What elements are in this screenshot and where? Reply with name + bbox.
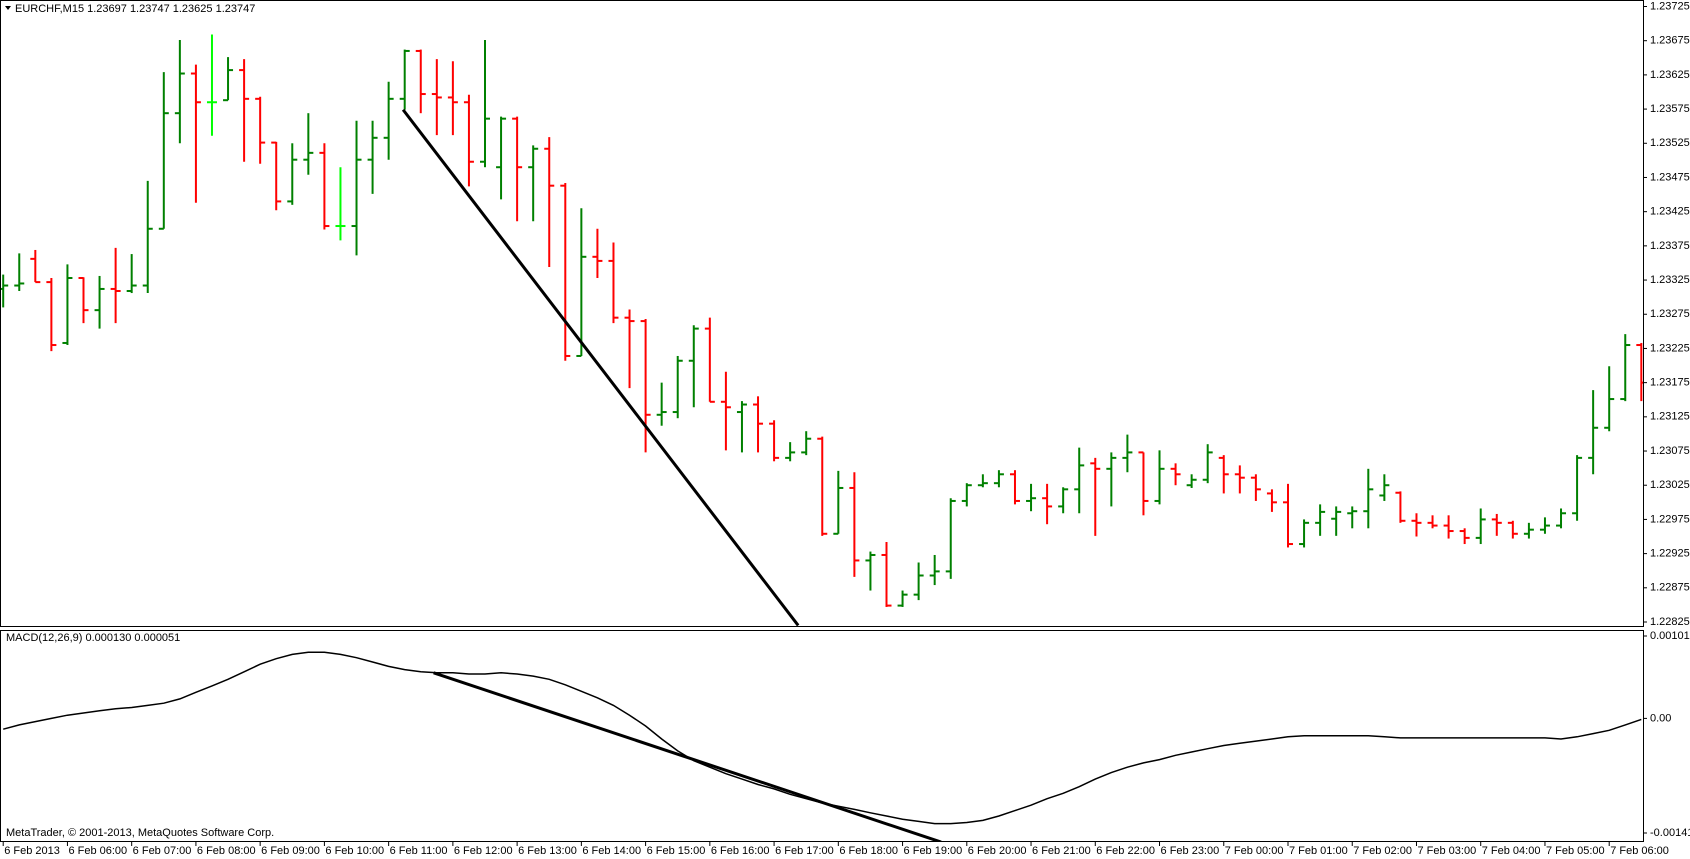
x-tick-label: 6 Feb 13:00 (518, 845, 577, 857)
y-tick-label: 1.22875 (1650, 582, 1690, 594)
y-tick-label: -0.001416 (1650, 827, 1690, 839)
x-tick-label: 6 Feb 17:00 (775, 845, 834, 857)
y-tick-label: 1.23075 (1650, 445, 1690, 457)
trendline (433, 671, 942, 841)
y-tick-label: 1.23575 (1650, 103, 1690, 115)
x-tick-label: 7 Feb 04:00 (1482, 845, 1541, 857)
y-tick-label: 1.23275 (1650, 308, 1690, 320)
y-tick-label: 1.23225 (1650, 342, 1690, 354)
y-tick-label: 1.22825 (1650, 616, 1690, 628)
y-tick-label: 1.23375 (1650, 240, 1690, 252)
x-tick-label: 6 Feb 16:00 (711, 845, 770, 857)
x-tick-label: 6 Feb 19:00 (904, 845, 963, 857)
x-tick-label: 7 Feb 01:00 (1289, 845, 1348, 857)
x-tick-label: 6 Feb 21:00 (1032, 845, 1091, 857)
price-plot (1, 34, 1643, 626)
x-tick-label: 6 Feb 10:00 (325, 845, 384, 857)
x-tick-label: 6 Feb 15:00 (647, 845, 706, 857)
x-tick-label: 6 Feb 09:00 (261, 845, 320, 857)
x-tick-label: 6 Feb 07:00 (133, 845, 192, 857)
x-tick-label: 7 Feb 00:00 (1225, 845, 1284, 857)
x-tick-label: 6 Feb 22:00 (1096, 845, 1155, 857)
y-tick-label: 1.23175 (1650, 377, 1690, 389)
x-tick-label: 6 Feb 08:00 (197, 845, 256, 857)
x-tick-label: 7 Feb 02:00 (1353, 845, 1412, 857)
y-tick-label: 1.23025 (1650, 479, 1690, 491)
indicator-title: MACD(12,26,9) 0.000130 0.000051 (6, 632, 180, 644)
x-tick-label: 6 Feb 06:00 (68, 845, 127, 857)
y-tick-label: 1.23425 (1650, 206, 1690, 218)
y-tick-label: 1.22975 (1650, 513, 1690, 525)
x-tick-label: 7 Feb 06:00 (1610, 845, 1669, 857)
x-tick-label: 7 Feb 03:00 (1417, 845, 1476, 857)
macd-pane (0, 630, 1644, 842)
x-tick-label: 6 Feb 23:00 (1161, 845, 1220, 857)
x-tick-label: 7 Feb 05:00 (1546, 845, 1605, 857)
x-tick-label: 6 Feb 2013 (4, 845, 60, 857)
y-tick-label: 0.001018 (1650, 630, 1690, 642)
y-tick-label: 1.23475 (1650, 171, 1690, 183)
macd-plot (3, 651, 1642, 841)
x-tick-label: 6 Feb 18:00 (839, 845, 898, 857)
y-tick-label: 1.23125 (1650, 411, 1690, 423)
footer: MetaTrader, © 2001-2013, MetaQuotes Soft… (6, 827, 274, 839)
y-tick-label: 1.23325 (1650, 274, 1690, 286)
y-tick-label: 0.00 (1650, 712, 1671, 724)
y-tick-label: 1.23525 (1650, 137, 1690, 149)
y-tick-label: 1.22925 (1650, 548, 1690, 560)
chart-title: EURCHF,M15 1.23697 1.23747 1.23625 1.237… (15, 3, 255, 15)
y-tick-label: 1.23675 (1650, 35, 1690, 47)
y-tick-label: 1.23625 (1650, 69, 1690, 81)
x-tick-label: 6 Feb 11:00 (390, 845, 448, 857)
x-tick-label: 6 Feb 12:00 (454, 845, 513, 857)
x-tick-label: 6 Feb 20:00 (968, 845, 1027, 857)
trendline (401, 108, 800, 626)
menu-triangle[interactable] (5, 6, 11, 10)
y-tick-label: 1.23725 (1650, 0, 1690, 12)
x-tick-label: 6 Feb 14:00 (582, 845, 641, 857)
